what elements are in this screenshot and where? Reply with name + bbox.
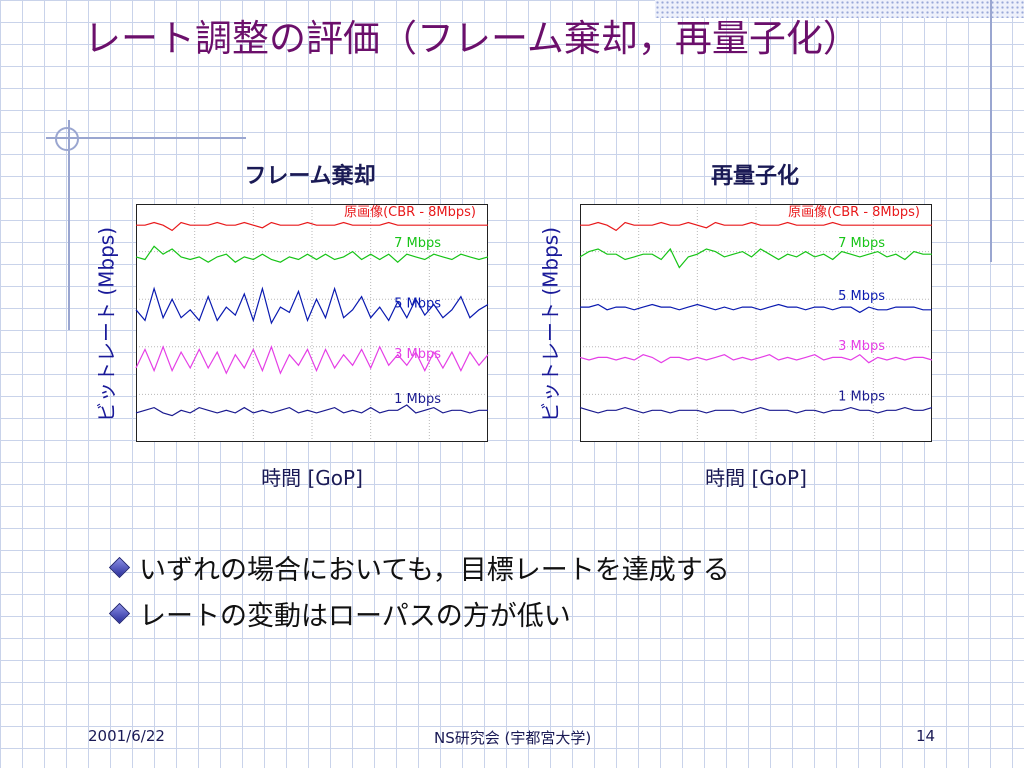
line-chart-frame-drop: 原画像(CBR - 8Mbps) 7 Mbps 5 Mbps 3 Mbps 1 Mbps: [135, 204, 489, 442]
series-line-2: [135, 245, 489, 264]
bullet-item: いずれの場合においても，目標レートを達成する: [108, 544, 730, 590]
bullet-text: いずれの場合においても，目標レートを達成する: [139, 554, 730, 586]
series-label-3: 5 Mbps: [838, 289, 885, 304]
top-decoration-band: [655, 0, 1024, 18]
diamond-bullet-icon: [108, 602, 131, 624]
decorative-circle: [55, 127, 79, 151]
chart-title-frame-drop: フレーム棄却: [244, 164, 376, 189]
series-label-1: 原画像(CBR - 8Mbps): [788, 205, 920, 220]
decorative-vertical-line-left: [68, 120, 70, 330]
line-chart-requantization: 原画像(CBR - 8Mbps) 7 Mbps 5 Mbps 3 Mbps 1 Mbps: [579, 204, 933, 442]
series-line-4: [579, 353, 933, 364]
x-axis-label-right: 時間 [GoP]: [705, 466, 807, 490]
series-label-4: 3 Mbps: [838, 339, 885, 354]
diamond-bullet-icon: [108, 556, 131, 578]
y-axis-label-right: ビットレート (Mbps): [538, 226, 563, 423]
slide-title: レート調整の評価（フレーム棄却，再量子化）: [84, 17, 860, 60]
series-line-5: [135, 404, 488, 417]
decorative-vertical-line: [990, 0, 992, 262]
series-label-2: 7 Mbps: [838, 236, 885, 251]
series-line-3: [580, 303, 932, 314]
series-line-1: [580, 221, 932, 232]
x-axis-label-left: 時間 [GoP]: [261, 466, 363, 490]
footer-date: 2001/6/22: [88, 727, 165, 745]
series-line-4: [135, 345, 489, 375]
bullet-list: いずれの場合においても，目標レートを達成する レートの変動はローパスの方が低い: [108, 544, 730, 636]
series-line-2: [579, 247, 932, 269]
y-axis-label-left: ビットレート (Mbps): [94, 226, 119, 423]
series-label-5: 1 Mbps: [838, 389, 885, 404]
plot-frame: [136, 204, 488, 442]
decorative-horizontal-line: [46, 137, 246, 139]
chart-title-requantization: 再量子化: [710, 164, 799, 189]
bullet-text: レートの変動はローパスの方が低い: [139, 600, 571, 632]
series-line-1: [136, 221, 488, 232]
plot-frame: [580, 204, 932, 442]
series-label-5: 1 Mbps: [394, 392, 441, 407]
series-label-3: 5 Mbps: [394, 297, 441, 312]
footer-page-number: 14: [916, 727, 936, 745]
series-label-1: 原画像(CBR - 8Mbps): [344, 205, 476, 220]
series-line-5: [579, 406, 933, 414]
footer-center-text: NS研究会 (宇都宮大学): [434, 729, 592, 747]
series-label-4: 3 Mbps: [394, 347, 441, 362]
bullet-item: レートの変動はローパスの方が低い: [108, 590, 730, 636]
series-line-3: [135, 286, 489, 325]
series-label-2: 7 Mbps: [394, 236, 441, 251]
